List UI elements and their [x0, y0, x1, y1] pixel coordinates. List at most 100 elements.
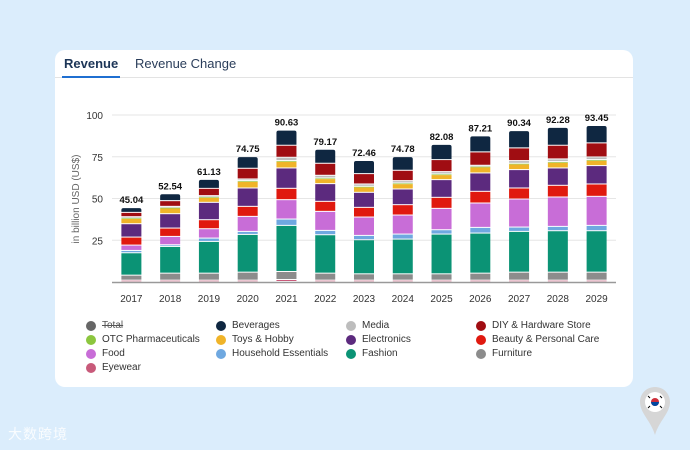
bar-segment-eyewear [470, 280, 491, 282]
bar-segment-beauty-personal-care [431, 197, 452, 208]
bar-segment-beauty-personal-care [276, 188, 297, 200]
bar-segment-eyewear [121, 280, 142, 282]
bar-segment-toys-hobby [392, 184, 413, 189]
bar-segment-furniture [160, 273, 181, 280]
legend-label: Media [362, 320, 390, 331]
legend-item-food[interactable]: Food [86, 348, 125, 359]
x-tick-label: 2017 [120, 294, 143, 305]
total-data-label: 74.78 [391, 144, 415, 155]
bar-segment-electronics [470, 173, 491, 191]
bar-segment-beverages [470, 136, 491, 152]
bar-segment-media [354, 184, 374, 186]
bar-segment-electronics [237, 188, 258, 206]
x-tick-label: 2020 [237, 294, 260, 305]
tab-revenue-change[interactable]: Revenue Change [135, 56, 237, 71]
x-tick-label: 2028 [547, 294, 570, 305]
bar-segment-eyewear [315, 280, 336, 282]
bar-segment-household-essentials [509, 227, 530, 231]
legend-item-otc-pharmaceuticals[interactable]: OTC Pharmaceuticals [86, 334, 200, 345]
bar-segment-furniture [392, 274, 413, 280]
bar-segment-food [354, 217, 374, 235]
total-data-label: 45.04 [119, 195, 143, 206]
bar-segment-electronics [276, 168, 297, 188]
legend-marker [476, 348, 486, 359]
bar-segment-eyewear [237, 280, 258, 282]
x-tick-label: 2026 [469, 294, 492, 305]
bar-segment-eyewear [354, 280, 374, 282]
bar-segment-eyewear [586, 280, 607, 282]
bar-segment-electronics [509, 170, 530, 188]
bar-segment-fashion [237, 234, 258, 272]
bar-segment-electronics [547, 168, 568, 185]
bar-segment-beauty-personal-care [354, 207, 374, 217]
bar-segment-beauty-personal-care [198, 220, 219, 229]
bar-segment-food [470, 203, 491, 227]
total-data-label: 52.54 [158, 181, 182, 192]
x-tick-label: 2019 [198, 294, 221, 305]
bar-segment-toys-hobby [276, 161, 297, 168]
bar-segment-fashion [276, 225, 297, 271]
bar-segment-otc-pharmaceuticals [315, 178, 336, 180]
bar-segment-otc-pharmaceuticals [198, 197, 219, 198]
legend-item-fashion[interactable]: Fashion [346, 348, 398, 359]
bar-segment-otc-pharmaceuticals [509, 163, 530, 165]
x-tick-label: 2018 [159, 294, 182, 305]
y-tick-label: 25 [92, 236, 104, 247]
bar-segment-beverages [315, 149, 336, 163]
bar-segment-furniture [586, 272, 607, 280]
legend-label: Toys & Hobby [232, 334, 294, 345]
bar-segment-household-essentials [276, 219, 297, 225]
bar-segment-otc-pharmaceuticals [237, 181, 258, 182]
bar-segment-food [431, 208, 452, 230]
legend-item-beauty-personal-care[interactable]: Beauty & Personal Care [476, 334, 599, 345]
bar-segment-media [392, 181, 413, 183]
legend-marker [216, 320, 226, 331]
legend-item-furniture[interactable]: Furniture [476, 348, 532, 359]
tab-revenue[interactable]: Revenue [61, 56, 121, 78]
legend-item-total[interactable]: Total [86, 320, 123, 331]
total-data-label: 79.17 [313, 137, 337, 148]
legend-item-eyewear[interactable]: Eyewear [86, 362, 141, 373]
bar-segment-food [586, 196, 607, 225]
y-axis-label: in billion USD (US$) [71, 155, 82, 244]
bar-segment-electronics [121, 224, 142, 237]
bar-segment-fashion [354, 240, 374, 274]
bar-segment-diy-hardware-store [315, 163, 336, 175]
bar-segment-beverages [237, 157, 258, 168]
tab-bar: Revenue Revenue Change [55, 50, 633, 78]
legend-item-diy-hardware-store[interactable]: DIY & Hardware Store [476, 320, 591, 331]
legend-marker [346, 320, 356, 331]
legend-item-toys-hobby[interactable]: Toys & Hobby [216, 334, 294, 345]
legend-item-beverages[interactable]: Beverages [216, 320, 280, 331]
bar-segment-diy-hardware-store [160, 201, 181, 206]
bar-segment-media [237, 179, 258, 181]
legend-item-media[interactable]: Media [346, 320, 389, 331]
bar-segment-diy-hardware-store [237, 168, 258, 179]
bar-segment-furniture [470, 273, 491, 280]
bar-segment-toys-hobby [198, 197, 219, 202]
bar-segment-beverages [547, 127, 568, 145]
bar-segment-media [160, 206, 181, 208]
legend-label: Total [102, 320, 124, 331]
bar-segment-toys-hobby [431, 175, 452, 180]
legend-item-electronics[interactable]: Electronics [346, 334, 411, 345]
bar-segment-otc-pharmaceuticals [470, 166, 491, 168]
watermark-text: 大数跨境 [8, 426, 68, 442]
bar-segment-otc-pharmaceuticals [354, 186, 374, 188]
bar-segment-media [470, 165, 491, 167]
y-tick-label: 50 [92, 195, 104, 206]
bar-segment-diy-hardware-store [392, 170, 413, 181]
bar-segment-fashion [315, 235, 336, 273]
bar-segment-household-essentials [586, 225, 607, 231]
bar-segment-eyewear [276, 279, 297, 281]
bar-segment-furniture [354, 274, 374, 280]
revenue-card: Revenue Revenue Change [55, 50, 633, 387]
legend-item-household-essentials[interactable]: Household Essentials [216, 348, 328, 359]
legend-marker [346, 334, 356, 345]
bar-segment-toys-hobby [121, 218, 142, 224]
bar-segment-diy-hardware-store [121, 212, 142, 217]
bar-segment-otc-pharmaceuticals [121, 218, 142, 219]
bar-segment-beverages [276, 130, 297, 145]
x-tick-label: 2029 [585, 294, 608, 305]
bar-segment-beauty-personal-care [586, 184, 607, 196]
